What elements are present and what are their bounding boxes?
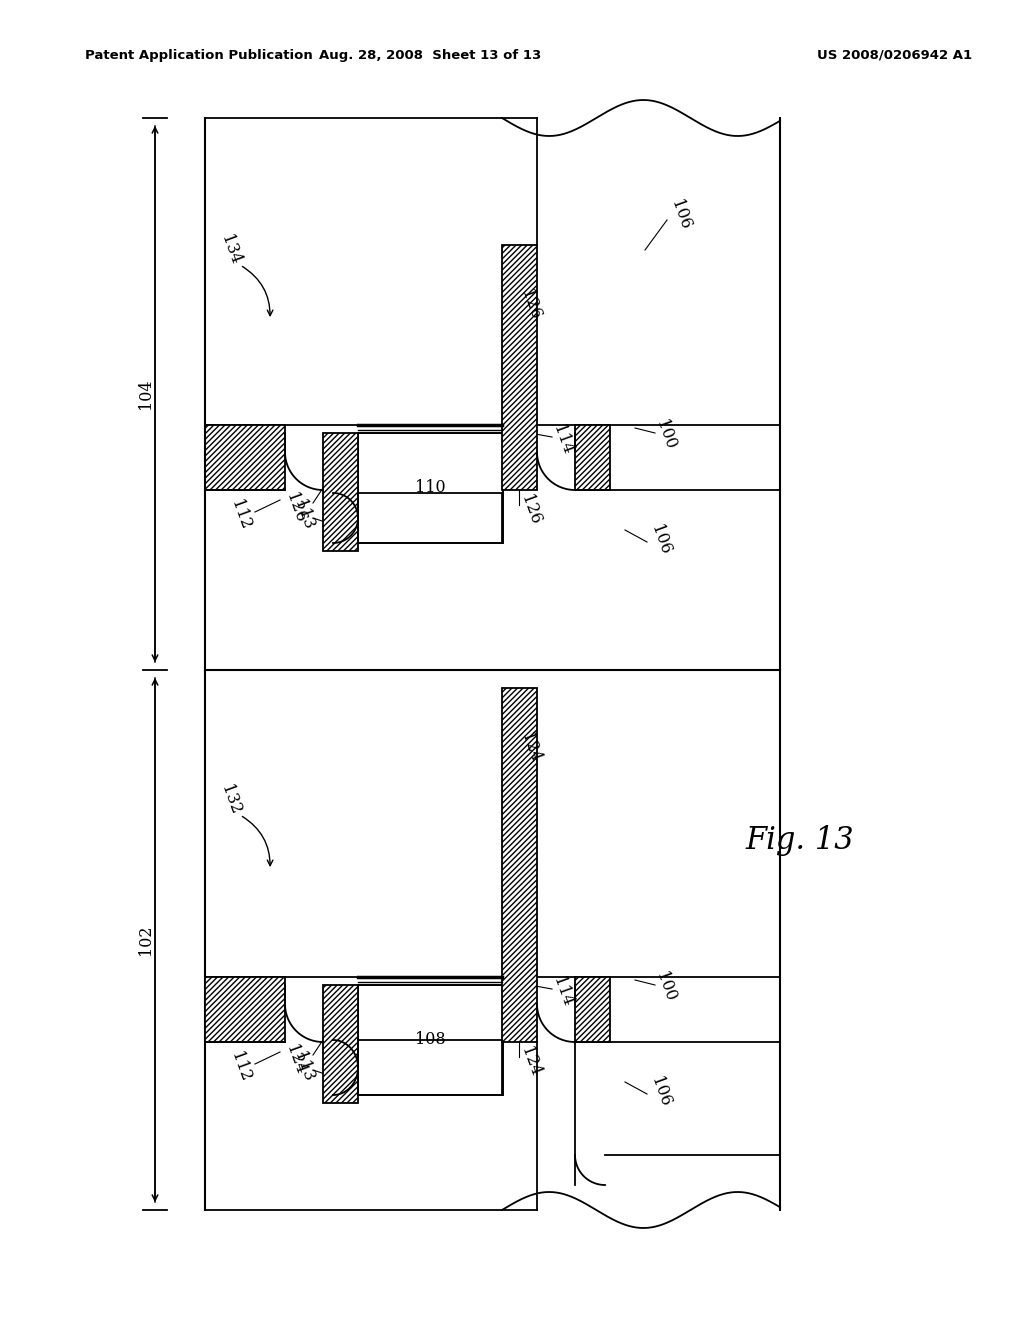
Text: 126: 126 bbox=[517, 492, 543, 527]
Bar bbox=[323, 985, 358, 1104]
Text: 113: 113 bbox=[290, 498, 316, 532]
Bar bbox=[358, 433, 503, 543]
Text: 102: 102 bbox=[136, 925, 154, 956]
Text: Fig. 13: Fig. 13 bbox=[745, 825, 854, 855]
Text: 124: 124 bbox=[517, 731, 543, 766]
Text: 124: 124 bbox=[282, 1043, 308, 1077]
Text: 106: 106 bbox=[647, 523, 673, 557]
Bar bbox=[323, 433, 358, 550]
Bar bbox=[575, 425, 610, 490]
Text: 100: 100 bbox=[652, 417, 678, 453]
Bar bbox=[575, 977, 610, 1041]
Text: 114: 114 bbox=[549, 422, 575, 457]
Text: Aug. 28, 2008  Sheet 13 of 13: Aug. 28, 2008 Sheet 13 of 13 bbox=[318, 49, 541, 62]
Text: 100: 100 bbox=[652, 970, 678, 1005]
Text: 104: 104 bbox=[136, 379, 154, 409]
Bar bbox=[502, 246, 537, 490]
Text: 106: 106 bbox=[667, 198, 693, 232]
Bar bbox=[502, 688, 537, 1041]
Text: 126: 126 bbox=[517, 288, 543, 322]
Bar bbox=[205, 425, 285, 490]
Bar bbox=[205, 977, 285, 1041]
Text: 124: 124 bbox=[517, 1044, 543, 1080]
Text: Patent Application Publication: Patent Application Publication bbox=[85, 49, 312, 62]
Text: 114: 114 bbox=[549, 974, 575, 1010]
Text: 110: 110 bbox=[415, 479, 445, 496]
Text: 106: 106 bbox=[647, 1074, 673, 1109]
Text: 134: 134 bbox=[217, 232, 244, 267]
Text: 113: 113 bbox=[290, 1049, 316, 1084]
Text: US 2008/0206942 A1: US 2008/0206942 A1 bbox=[817, 49, 973, 62]
Text: 108: 108 bbox=[415, 1031, 445, 1048]
Bar bbox=[358, 985, 503, 1096]
Text: 126: 126 bbox=[282, 491, 308, 525]
Text: 112: 112 bbox=[226, 1049, 253, 1084]
Text: 132: 132 bbox=[217, 783, 244, 817]
Text: 112: 112 bbox=[226, 498, 253, 532]
